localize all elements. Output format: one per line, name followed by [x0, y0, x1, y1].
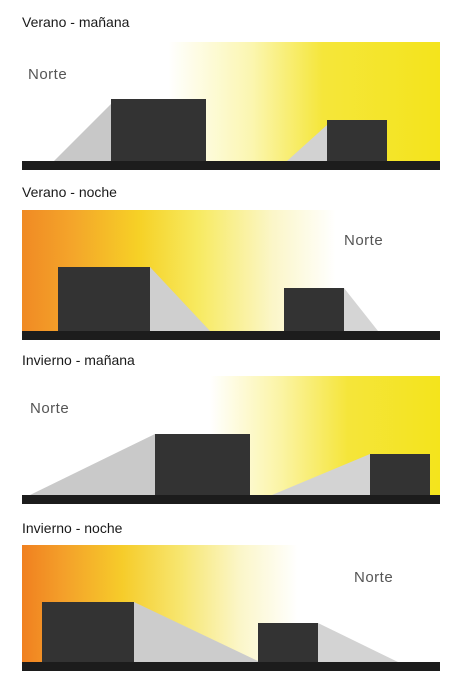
shadow-building-1 — [134, 602, 260, 662]
panel-title-verano-manana: Verano - mañana — [22, 14, 130, 30]
shadow-building-2 — [344, 288, 378, 331]
north-label: Norte — [344, 232, 384, 249]
shadow-shapes — [134, 602, 398, 662]
building-1 — [155, 434, 250, 495]
building-2 — [258, 623, 318, 662]
ground-line — [22, 161, 440, 170]
building-2 — [327, 120, 387, 161]
building-1 — [42, 602, 134, 662]
building-1 — [111, 99, 206, 161]
shadow-shapes — [30, 434, 370, 495]
shadow-building-2 — [318, 623, 398, 662]
shadow-shapes — [54, 104, 327, 161]
shadow-building-2 — [287, 125, 327, 161]
ground-line — [22, 495, 440, 504]
shadow-building-1 — [150, 267, 210, 331]
panel-title-verano-noche: Verano - noche — [22, 184, 117, 200]
building-1 — [58, 267, 150, 331]
shadow-building-1 — [30, 434, 155, 495]
diagram-panel-verano-noche: Norte — [22, 210, 440, 340]
diagram-panel-invierno-noche: Norte — [22, 545, 440, 671]
building-2 — [370, 454, 430, 495]
building-2 — [284, 288, 344, 331]
shadow-shapes — [150, 267, 378, 331]
panel-title-invierno-manana: Invierno - mañana — [22, 352, 135, 368]
ground-line — [22, 331, 440, 340]
north-label: Norte — [354, 569, 394, 586]
diagram-panel-invierno-manana: Norte — [22, 376, 440, 504]
shadow-building-2 — [272, 454, 370, 495]
ground-line — [22, 662, 440, 671]
panel-title-invierno-noche: Invierno - noche — [22, 520, 123, 536]
north-label: Norte — [30, 400, 70, 417]
north-label: Norte — [28, 66, 68, 83]
diagram-panel-verano-manana: Norte — [22, 42, 440, 170]
shadow-building-1 — [54, 104, 111, 161]
